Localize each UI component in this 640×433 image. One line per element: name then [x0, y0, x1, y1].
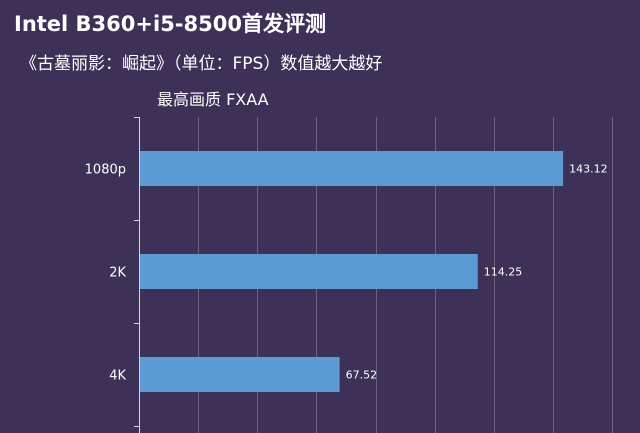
bar: [140, 151, 564, 186]
category-label: 2K: [109, 266, 126, 281]
value-label: 67.52: [346, 369, 378, 382]
value-label: 114.25: [484, 266, 523, 279]
bar: [140, 357, 340, 392]
category-label: 4K: [109, 369, 126, 384]
chart-title: Intel B360+i5-8500首发评测: [14, 12, 326, 36]
chart-note: 最高画质 FXAA: [157, 90, 269, 109]
bar: [140, 254, 478, 289]
category-label: 1080p: [85, 163, 126, 178]
value-label: 143.12: [569, 163, 608, 176]
chart-subtitle: 《古墓丽影：崛起》（单位：FPS）数值越大越好: [20, 54, 383, 74]
